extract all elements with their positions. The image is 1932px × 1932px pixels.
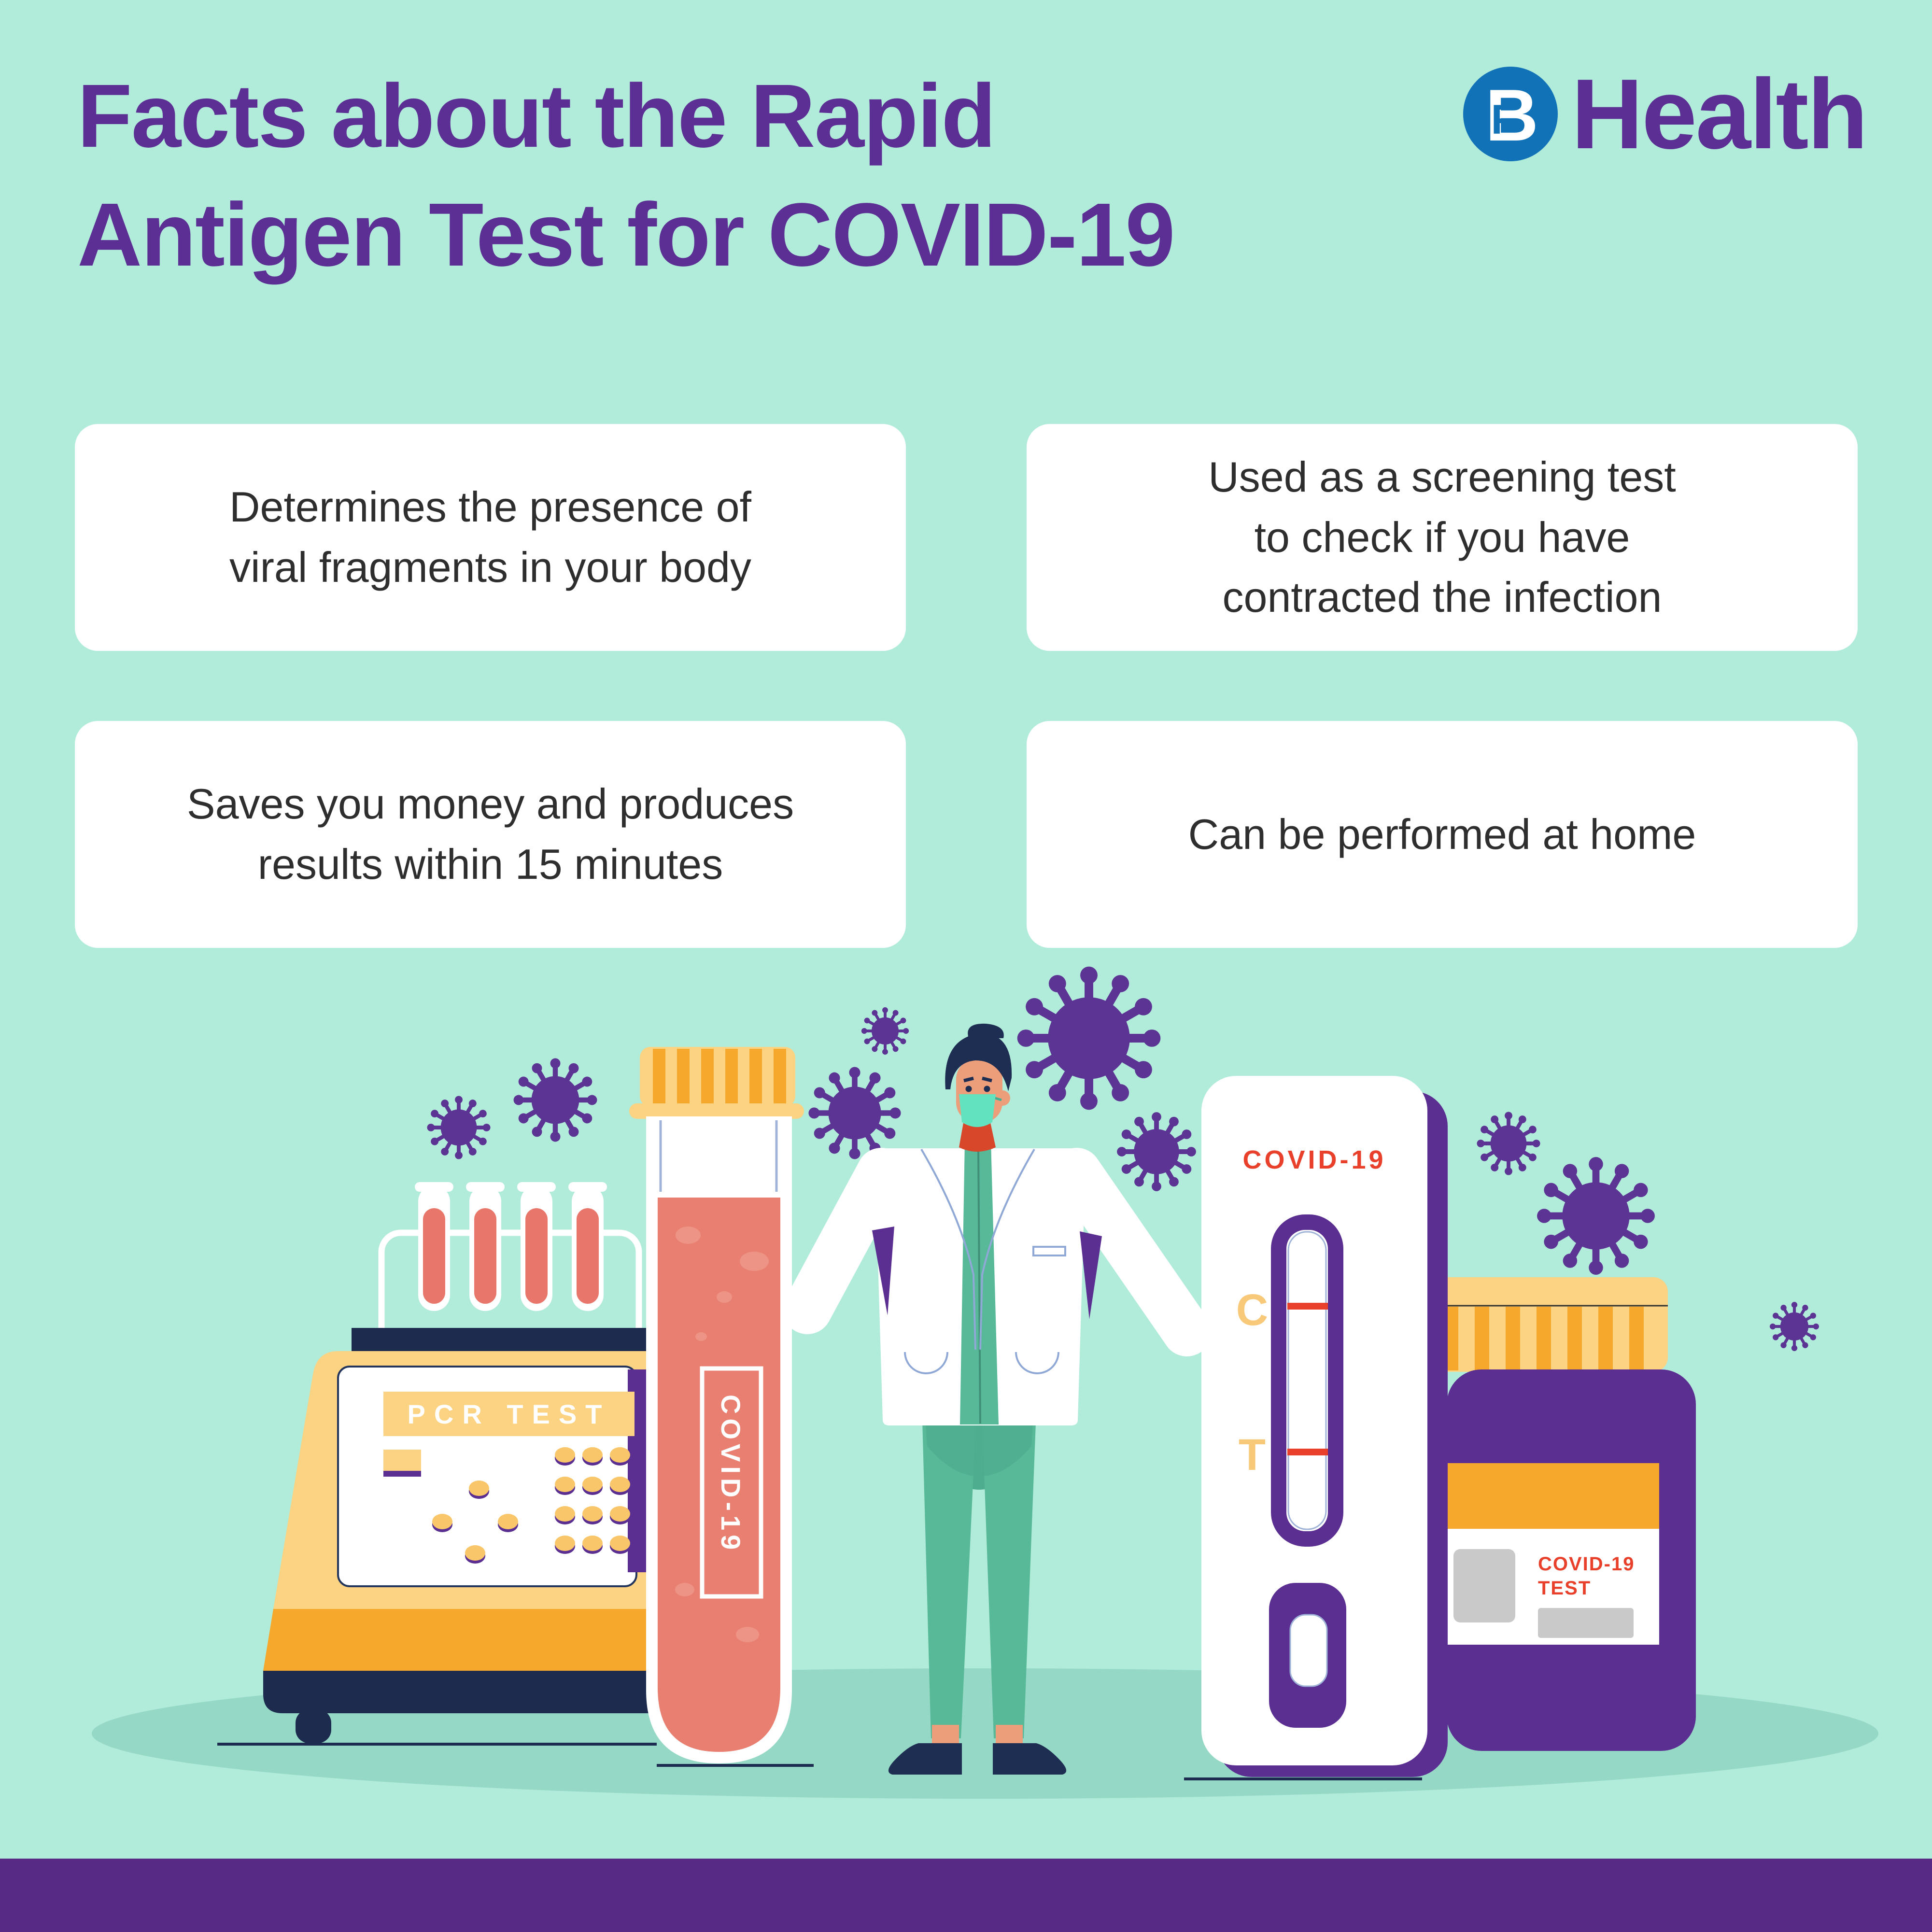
page-title-line2: Antigen Test for COVID-19 [77,184,1175,285]
virus-icon [1477,1112,1540,1175]
fact-card-screening-test: Used as a screening test to check if you… [1027,424,1858,651]
doctor [783,1023,1212,1775]
brand-monogram-letter: B [1485,74,1538,156]
doctor-eyebrow-right [982,1076,992,1083]
cassette-window-inner [1287,1231,1327,1530]
bottle-label-placeholder-box [1453,1549,1515,1622]
fact-card-viral-fragments: Determines the presence of viral fragmen… [75,424,906,651]
virus-icon [427,1096,490,1159]
doctor-eye-right [984,1086,990,1092]
doctor-hair [945,1033,1012,1091]
fact-card-at-home: Can be performed at home [1027,721,1858,948]
bottle-label-line1: COVID-19 [1538,1553,1635,1575]
cassette-letter-c: C [1236,1285,1268,1335]
test-bottle: COVID-19 TEST [1428,1277,1696,1751]
cassette-test-line [1287,1449,1328,1455]
pcr-test-banner [383,1392,635,1436]
screen-widget-underline [383,1471,421,1477]
screen-widget [383,1450,421,1471]
virus-icon [808,1067,901,1159]
doctor-collar [959,1120,996,1152]
fact-card-saves-money: Saves you money and produces results wit… [75,721,906,948]
machine-base [263,1671,686,1713]
machine-top-bar [352,1328,686,1351]
machine-band [263,1609,686,1671]
cassette-window-frame [1271,1214,1343,1547]
virus-icon [1117,1112,1196,1191]
sample-tubes [415,1182,607,1311]
virus-icon [1537,1157,1655,1275]
scrubs-placket-line [977,1149,981,1424]
page-title-line1: Facts about the Rapid [77,66,996,166]
brand-name: Health [1571,58,1868,169]
doctor-eyebrow-left [963,1076,974,1083]
rapid-test-cassette: COVID-19 C T [1184,1076,1448,1780]
machine-foot [296,1709,331,1743]
cassette-title: COVID-19 [1242,1145,1386,1174]
pcr-machine: PCR TEST [217,1182,686,1746]
vial-blood [658,1198,780,1752]
pcr-test-label: PCR TEST [408,1399,611,1429]
cassette-letter-t: T [1239,1430,1266,1480]
vial-label: COVID-19 [716,1395,746,1554]
doctor-left-arm [783,1148,906,1334]
virus-icon [861,1007,909,1055]
coat-detail-lines [904,1148,1066,1374]
vial-bubbles [675,1227,769,1642]
doctor-coat-lining-right [1080,1231,1102,1319]
machine-buttons [432,1447,630,1564]
vial-cap-flange [629,1103,804,1119]
virus-icon [1770,1302,1819,1351]
cassette-control-line [1287,1303,1328,1310]
doctor-eye-left [965,1086,972,1092]
vial-cap-ribs [653,1049,786,1105]
doctor-right-arm [1052,1148,1212,1356]
vial-label-frame [700,1366,763,1599]
doctor-ear [995,1090,1010,1106]
virus-icon [514,1058,597,1142]
brand-logo: B F Health [1462,58,1868,169]
brand-monogram-icon: B F [1463,67,1558,161]
virus-icon [1017,967,1161,1110]
bottle-label-placeholder-bar [1538,1608,1634,1638]
bottle-label-line2: TEST [1538,1578,1591,1599]
doctor-right-shoe [993,1743,1067,1775]
face-mask [959,1094,996,1127]
bottle-label-band [1447,1463,1659,1529]
footer-bar [0,1859,1932,1932]
doctor-hair-quiff [968,1023,1004,1038]
page-title: Facts about the Rapid Antigen Test for C… [77,57,1175,294]
blood-vial: COVID-19 [629,1047,814,1767]
brand-monogram-inner-letter: F [1491,97,1517,143]
doctor-coat-lining-left [872,1227,894,1315]
cassette-sample-well [1289,1614,1328,1687]
bottle-cap-ribs [1444,1307,1644,1370]
doctor-left-shoe [888,1743,962,1775]
